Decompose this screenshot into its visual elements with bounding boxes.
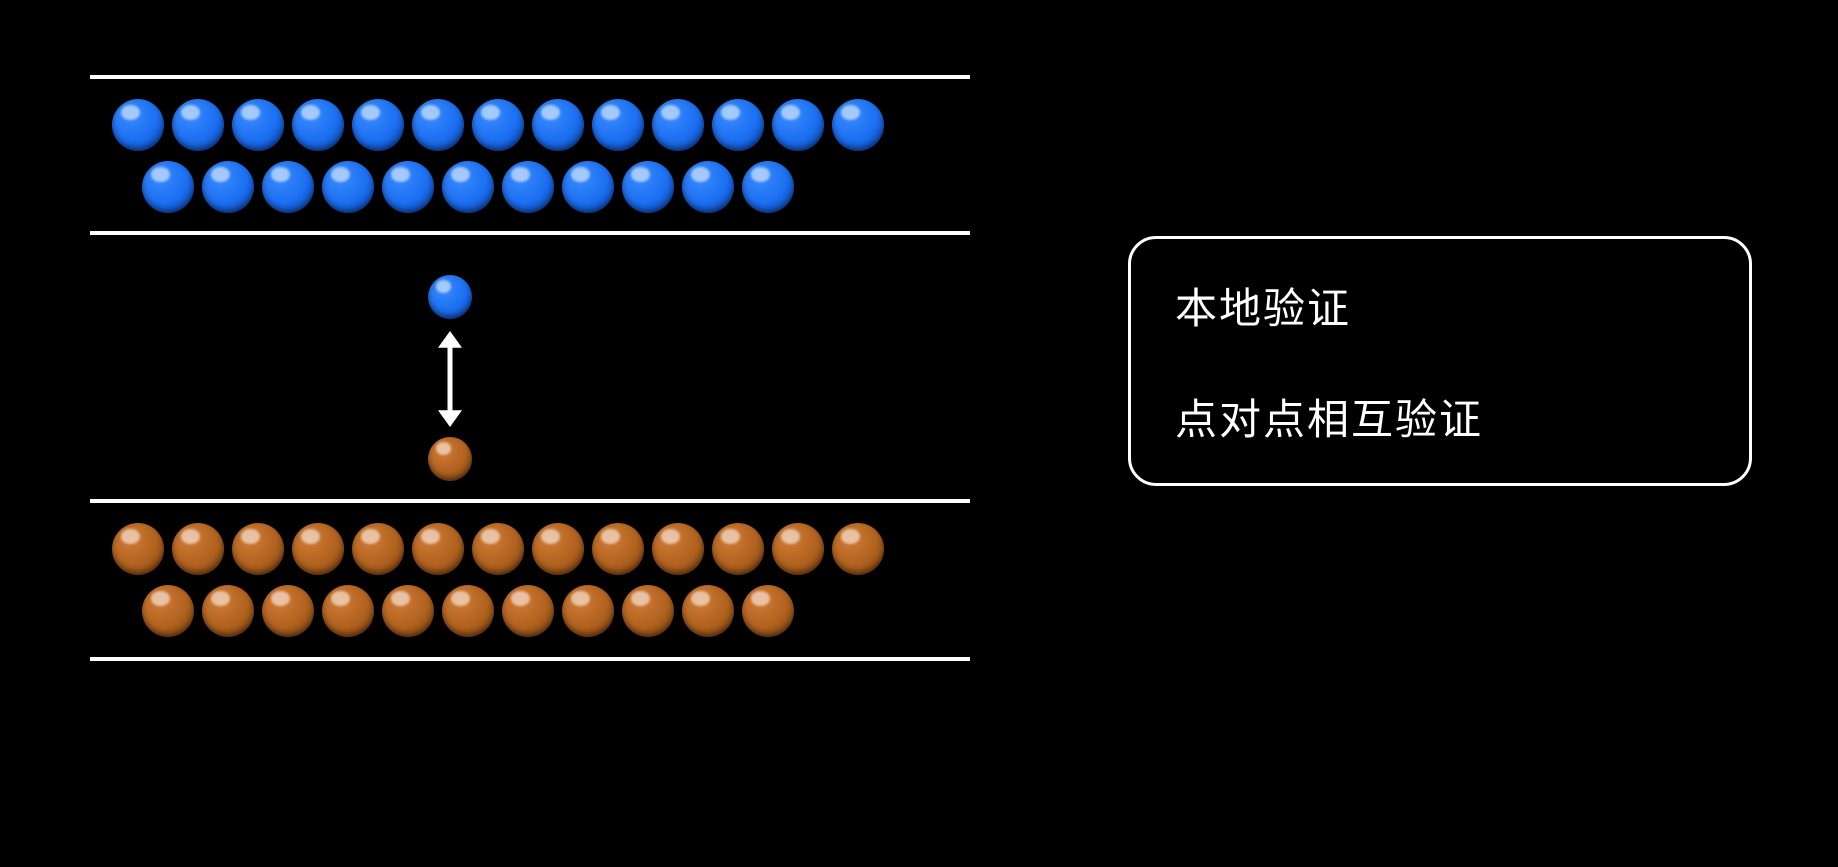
dot [682, 161, 734, 213]
dot [472, 99, 524, 151]
dot [172, 99, 224, 151]
bottom-group-upper-line [90, 499, 970, 503]
bottom-row-1 [112, 523, 884, 575]
dot [742, 161, 794, 213]
dot [682, 585, 734, 637]
dot [352, 523, 404, 575]
dot [412, 523, 464, 575]
dot [772, 99, 824, 151]
top-row-2 [142, 161, 794, 213]
dot [502, 585, 554, 637]
dot [742, 585, 794, 637]
dot [592, 523, 644, 575]
dot [832, 99, 884, 151]
dot [412, 99, 464, 151]
dot [202, 585, 254, 637]
caption-box: 本地验证 点对点相互验证 [1128, 236, 1752, 486]
middle-brown-dot [428, 437, 472, 481]
dot [832, 523, 884, 575]
dot [652, 523, 704, 575]
dot [202, 161, 254, 213]
middle-blue-dot [428, 275, 472, 319]
dot [382, 585, 434, 637]
dot [562, 161, 614, 213]
dot [622, 585, 674, 637]
dot [622, 161, 674, 213]
middle-interaction [428, 275, 472, 481]
dot [772, 523, 824, 575]
dot [592, 99, 644, 151]
dot [442, 585, 494, 637]
dot [382, 161, 434, 213]
diagram-area [90, 75, 970, 775]
double-arrow-icon [434, 331, 466, 427]
dot [562, 585, 614, 637]
top-group-lower-line [90, 231, 970, 235]
dot [472, 523, 524, 575]
dot [532, 523, 584, 575]
dot [322, 585, 374, 637]
dot [442, 161, 494, 213]
top-row-1 [112, 99, 884, 151]
dot [712, 523, 764, 575]
dot [532, 99, 584, 151]
dot [112, 523, 164, 575]
dot [142, 161, 194, 213]
dot [172, 523, 224, 575]
dot [322, 161, 374, 213]
bottom-row-2 [142, 585, 794, 637]
caption-line-2: 点对点相互验证 [1175, 386, 1705, 447]
dot [142, 585, 194, 637]
dot [292, 99, 344, 151]
dot [232, 99, 284, 151]
dot [292, 523, 344, 575]
dot [352, 99, 404, 151]
dot [502, 161, 554, 213]
dot [112, 99, 164, 151]
dot [262, 585, 314, 637]
dot [262, 161, 314, 213]
top-group-upper-line [90, 75, 970, 79]
bottom-group-lower-line [90, 657, 970, 661]
dot [232, 523, 284, 575]
caption-line-1: 本地验证 [1175, 275, 1705, 336]
dot [652, 99, 704, 151]
dot [712, 99, 764, 151]
